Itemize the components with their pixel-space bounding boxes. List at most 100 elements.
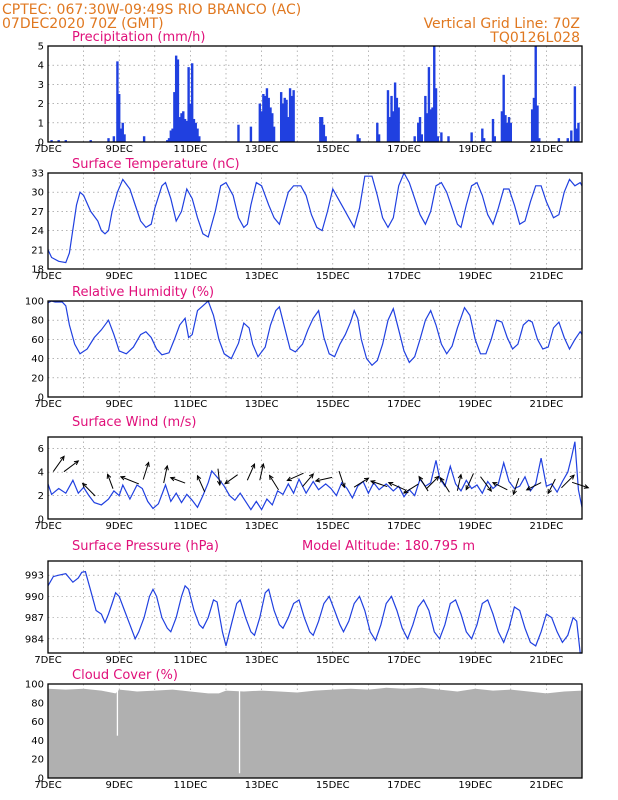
precip-bar — [420, 134, 423, 142]
wind-arrow-shaft — [480, 476, 492, 492]
wind-arrow — [439, 476, 450, 493]
x-tick-label: 7DEC — [34, 521, 61, 532]
wind-arrow — [119, 475, 140, 485]
precip-bar — [176, 59, 180, 142]
precip-bar — [107, 138, 110, 142]
y-tick-label: 990 — [25, 592, 44, 603]
grid-line-note: Vertical Grid Line: 70Z — [424, 16, 580, 32]
wind-arrow-head — [268, 474, 274, 481]
precip-bar — [538, 138, 541, 142]
wind-arrow — [169, 476, 186, 484]
cloud-area — [48, 687, 582, 778]
panel-frame — [47, 683, 583, 779]
precip-bar — [89, 140, 92, 142]
precip-bar — [530, 109, 534, 142]
wind-arrow — [369, 480, 388, 488]
wind-arrow-head — [340, 482, 346, 489]
precip-bar — [358, 138, 361, 142]
precip-bar — [121, 122, 124, 142]
y-tick-label: 0 — [38, 393, 44, 404]
wind-arrow-head — [216, 480, 222, 487]
precip-bar — [447, 136, 450, 142]
precip-bar — [397, 107, 400, 142]
precip-bar — [119, 128, 123, 142]
panel-frame — [47, 560, 583, 654]
precip-bar — [263, 95, 267, 142]
precip-bar — [577, 122, 580, 142]
wind-arrow — [63, 460, 80, 473]
x-tick-label: 9DEC — [106, 655, 133, 666]
x-tick-label: 11DEC — [174, 399, 208, 410]
precip-bar — [532, 97, 536, 142]
x-tick-label: 13DEC — [245, 144, 279, 155]
wind-arrow-head — [314, 477, 321, 483]
precip-bar — [194, 122, 197, 142]
wind-arrow-head — [169, 476, 176, 482]
wind-arrow-shaft — [82, 483, 96, 497]
panel-title: Cloud Cover (%) — [72, 668, 178, 683]
x-tick-label: 17DEC — [387, 144, 421, 155]
precip-bar — [272, 126, 276, 142]
y-tick-label: 6 — [38, 444, 44, 455]
precip-bar — [169, 130, 173, 142]
y-tick-label: 0 — [38, 774, 44, 785]
wind-arrow-shaft — [512, 477, 520, 495]
wind-arrow-shaft — [269, 475, 279, 491]
precip-bar — [481, 128, 484, 142]
precip-bar — [417, 122, 420, 142]
wind-arrow-head — [81, 482, 88, 488]
x-tick-label: 19DEC — [458, 780, 492, 791]
x-tick-label: 9DEC — [106, 521, 133, 532]
wind-arrow-shaft — [456, 474, 462, 491]
x-tick-label: 7DEC — [34, 144, 61, 155]
x-tick-label: 7DEC — [34, 399, 61, 410]
precip-bar — [50, 140, 53, 142]
wind-arrow — [52, 455, 65, 472]
y-tick-label: 987 — [25, 613, 44, 624]
wind-arrow-head — [439, 476, 445, 483]
y-tick-label: 993 — [25, 571, 44, 582]
wind-arrow — [561, 474, 575, 489]
x-tick-label: 21DEC — [530, 655, 564, 666]
wind-arrow-shaft — [370, 480, 388, 488]
x-tick-label: 13DEC — [245, 780, 279, 791]
precip-bar — [281, 103, 285, 142]
precip-bar — [167, 138, 171, 142]
y-tick-label: 984 — [25, 634, 44, 645]
x-tick-label: 15DEC — [316, 521, 350, 532]
y-tick-label: 3 — [38, 80, 44, 91]
panel-annotation: Model Altitude: 180.795 m — [302, 539, 475, 554]
y-tick-label: 27 — [31, 207, 44, 218]
wind-arrow-head — [487, 486, 492, 492]
precip-bar — [262, 94, 265, 142]
wind-arrow-shaft — [440, 477, 450, 493]
precip-bar — [285, 99, 288, 142]
x-tick-label: 11DEC — [174, 655, 208, 666]
y-tick-label: 40 — [31, 736, 44, 747]
precip-bar — [390, 95, 393, 142]
x-tick-label: 15DEC — [316, 271, 350, 282]
wind-arrow — [268, 474, 279, 491]
x-tick-label: 9DEC — [106, 780, 133, 791]
wind-arrow — [106, 473, 114, 489]
x-tick-label: 9DEC — [106, 271, 133, 282]
y-tick-label: 24 — [31, 226, 44, 237]
precip-bar — [566, 138, 569, 142]
precip-bar — [431, 107, 434, 142]
wind-arrow-shaft — [425, 476, 440, 490]
precip-bar — [173, 92, 176, 142]
x-tick-label: 21DEC — [530, 399, 564, 410]
x-tick-label: 13DEC — [245, 399, 279, 410]
wind-arrow-shaft — [492, 482, 508, 491]
y-tick-label: 5 — [38, 42, 44, 53]
precip-bar — [509, 122, 512, 142]
x-tick-label: 21DEC — [530, 271, 564, 282]
wind-arrow-shaft — [224, 474, 238, 485]
x-tick-label: 21DEC — [530, 144, 564, 155]
wind-arrow-head — [491, 482, 498, 487]
y-tick-label: 0 — [38, 138, 44, 149]
precip-bar — [392, 111, 395, 142]
precip-bar — [249, 126, 253, 142]
precip-bar — [183, 118, 187, 142]
wind-arrow-shaft — [287, 472, 304, 481]
